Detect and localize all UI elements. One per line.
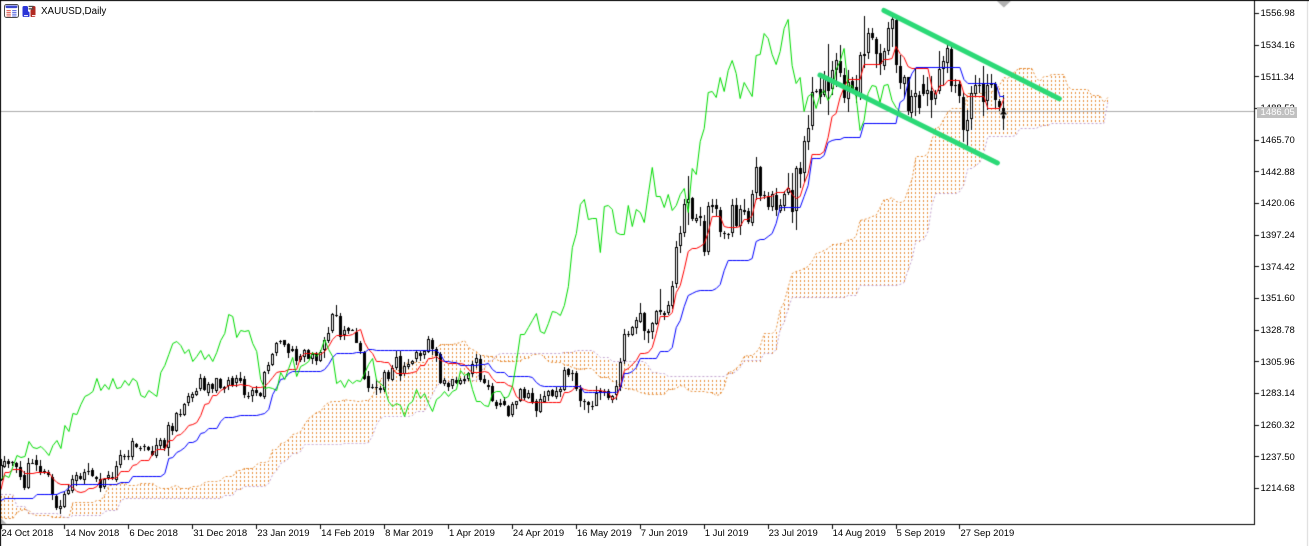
price-axis-label: 1534.16 [1260,40,1295,52]
time-axis-label: 1 Jul 2019 [704,528,749,539]
chart-bars-icon [22,5,36,17]
price-axis-label: 1374.42 [1260,261,1295,273]
time-axis-label: 14 Nov 2018 [65,528,120,539]
time-axis-label: 1 Apr 2019 [449,528,495,539]
time-axis-label: 27 Sep 2019 [960,528,1015,539]
price-axis-label: 1237.50 [1260,451,1295,463]
price-axis-label: 1397.24 [1260,230,1295,242]
time-axis-label: 23 Jan 2019 [257,528,310,539]
price-axis-label: 1556.98 [1260,8,1295,20]
time-axis-label: 24 Oct 2018 [1,528,54,539]
time-axis-label: 8 Mar 2019 [385,528,434,539]
chart-title-bar: XAUUSD,Daily [4,4,106,18]
market-watch-window-icon [4,4,19,18]
price-axis-label: 1283.14 [1260,388,1295,400]
time-axis-label: 31 Dec 2018 [193,528,248,539]
price-axis-label: 1305.96 [1260,356,1295,368]
price-axis-label: 1420.06 [1260,198,1295,210]
time-axis-label: 7 Jun 2019 [640,528,688,539]
price-axis-label: 1465.70 [1260,135,1295,147]
current-price-label: 1486.05 [1257,106,1297,118]
time-axis-label: 16 May 2019 [576,528,632,539]
time-axis-label: 24 Apr 2019 [512,528,565,539]
price-axis-label: 1442.88 [1260,166,1295,178]
price-axis-label: 1511.34 [1260,71,1295,83]
time-axis-label: 14 Feb 2019 [321,528,375,539]
price-axis-label: 1328.78 [1260,325,1295,337]
time-axis-label: 5 Sep 2019 [896,528,946,539]
price-axis-label: 1214.68 [1260,483,1295,495]
time-axis-label: 14 Aug 2019 [832,528,886,539]
chart-title: XAUUSD,Daily [41,5,107,17]
price-axis-label: 1260.32 [1260,420,1295,432]
price-axis-label: 1351.60 [1260,293,1295,305]
time-axis-label: 6 Dec 2018 [129,528,178,539]
time-axis-label: 23 Jul 2019 [768,528,818,539]
